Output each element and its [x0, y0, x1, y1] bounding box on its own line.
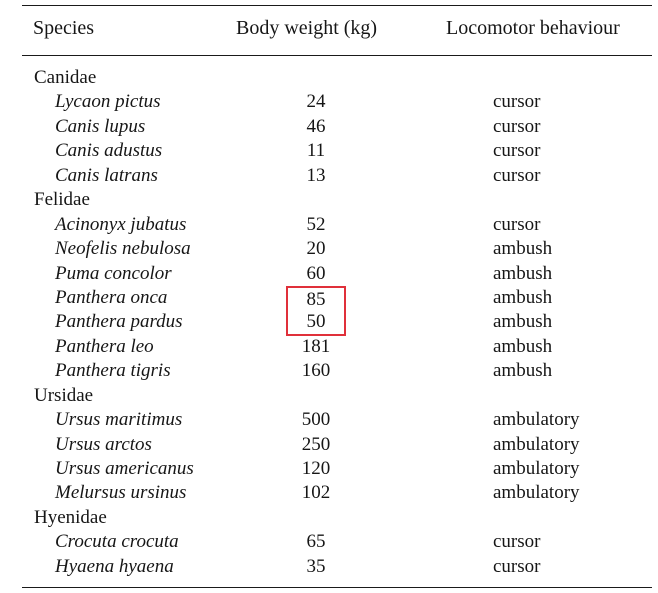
body-weight-cell: 24 [306, 91, 326, 113]
body-weight-cell: 20 [306, 238, 326, 260]
table-row: Panthera tigris 160 ambush [0, 359, 658, 383]
table-row: Ursus americanus 120 ambulatory [0, 457, 658, 481]
species-name: Ursus maritimus [55, 409, 183, 431]
table-row: Ursus arctos 250 ambulatory [0, 433, 658, 457]
species-name: Acinonyx jubatus [55, 213, 187, 235]
body-weight-cell: 181 [301, 335, 331, 357]
body-weight-cell: 60 [306, 262, 326, 284]
locomotor-behaviour-cell: ambush [493, 262, 553, 284]
table-row: Crocuta crocuta 65 cursor [0, 530, 658, 554]
column-header-locomotor-behaviour: Locomotor behaviour [446, 17, 620, 39]
species-name: Panthera leo [55, 335, 154, 357]
species-name: Panthera pardus [55, 311, 183, 333]
table-row: Acinonyx jubatus 52 cursor [0, 213, 658, 237]
locomotor-behaviour-cell: ambulatory [493, 458, 580, 479]
column-header-species: Species [33, 17, 95, 39]
species-name: Canis adustus [55, 140, 163, 162]
table-header-rule [22, 55, 652, 56]
table-row: Panthera onca 85 ambush [0, 285, 658, 312]
highlighted-body-weight-cell: 50 [286, 310, 346, 337]
family-label: Hyenidae [34, 506, 107, 528]
table-row: Panthera leo 181 ambush [0, 335, 658, 359]
family-row: Canidae [0, 66, 658, 90]
locomotor-behaviour-cell: cursor [493, 213, 541, 235]
family-label: Ursidae [34, 384, 94, 406]
species-name: Panthera tigris [55, 360, 171, 382]
body-weight-cell: 11 [306, 140, 326, 162]
locomotor-behaviour-cell: cursor [493, 531, 541, 553]
body-weight-cell: 102 [301, 482, 331, 504]
body-weight-cell: 120 [301, 458, 331, 479]
column-header-body-weight: Body weight (kg) [236, 17, 378, 39]
body-weight-cell: 65 [306, 531, 326, 553]
table-row: Canis adustus 11 cursor [0, 139, 658, 163]
table-row: Canis latrans 13 cursor [0, 164, 658, 188]
body-weight-cell: 13 [306, 164, 326, 186]
family-row: Ursidae [0, 384, 658, 408]
table-row: Melursus ursinus 102 ambulatory [0, 481, 658, 505]
family-label: Felidae [34, 189, 90, 211]
body-weight-cell: 250 [301, 433, 331, 455]
body-weight-cell: 52 [306, 213, 326, 235]
locomotor-behaviour-cell: ambush [493, 238, 553, 260]
species-name: Canis latrans [55, 164, 158, 186]
family-label: Canidae [34, 67, 97, 88]
family-row: Felidae [0, 188, 658, 212]
species-name: Neofelis nebulosa [55, 238, 191, 260]
species-name: Panthera onca [55, 286, 168, 308]
locomotor-behaviour-cell: cursor [493, 555, 541, 577]
family-row: Hyenidae [0, 506, 658, 530]
species-name: Ursus arctos [55, 433, 152, 455]
locomotor-behaviour-cell: ambulatory [493, 409, 580, 431]
locomotor-behaviour-cell: ambush [493, 360, 553, 382]
body-weight-cell: 46 [306, 115, 326, 137]
table-row: Neofelis nebulosa 20 ambush [0, 237, 658, 261]
locomotor-behaviour-cell: ambush [493, 286, 553, 308]
locomotor-behaviour-cell: cursor [493, 115, 541, 137]
body-weight-cell: 35 [306, 555, 326, 577]
table-row: Canis lupus 46 cursor [0, 115, 658, 139]
locomotor-behaviour-cell: ambush [493, 335, 553, 357]
locomotor-behaviour-cell: cursor [493, 164, 541, 186]
table-top-rule [22, 5, 652, 6]
species-name: Puma concolor [55, 262, 172, 284]
species-name: Canis lupus [55, 115, 146, 137]
species-name: Melursus ursinus [55, 482, 187, 504]
body-weight-cell: 500 [301, 409, 331, 431]
table-row: Ursus maritimus 500 ambulatory [0, 408, 658, 432]
species-name: Crocuta crocuta [55, 531, 179, 553]
table-row: Panthera pardus 50 ambush [0, 310, 658, 337]
highlighted-body-weight-cell: 85 [286, 285, 346, 312]
table-row: Hyaena hyaena 35 cursor [0, 555, 658, 579]
species-name: Ursus americanus [55, 458, 194, 479]
table-body: Canidae Lycaon pictus 24 cursor Canis lupus 4… [0, 66, 658, 579]
table-bottom-rule [22, 587, 652, 588]
species-name: Hyaena hyaena [55, 555, 174, 577]
table-row: Lycaon pictus 24 cursor [0, 90, 658, 114]
species-name: Lycaon pictus [55, 91, 161, 113]
locomotor-behaviour-cell: cursor [493, 140, 541, 162]
body-weight-cell: 160 [301, 360, 331, 382]
locomotor-behaviour-cell: cursor [493, 91, 541, 113]
locomotor-behaviour-cell: ambulatory [493, 433, 580, 455]
locomotor-behaviour-cell: ambush [493, 311, 553, 333]
table-row: Puma concolor 60 ambush [0, 262, 658, 286]
locomotor-behaviour-cell: ambulatory [493, 482, 580, 504]
